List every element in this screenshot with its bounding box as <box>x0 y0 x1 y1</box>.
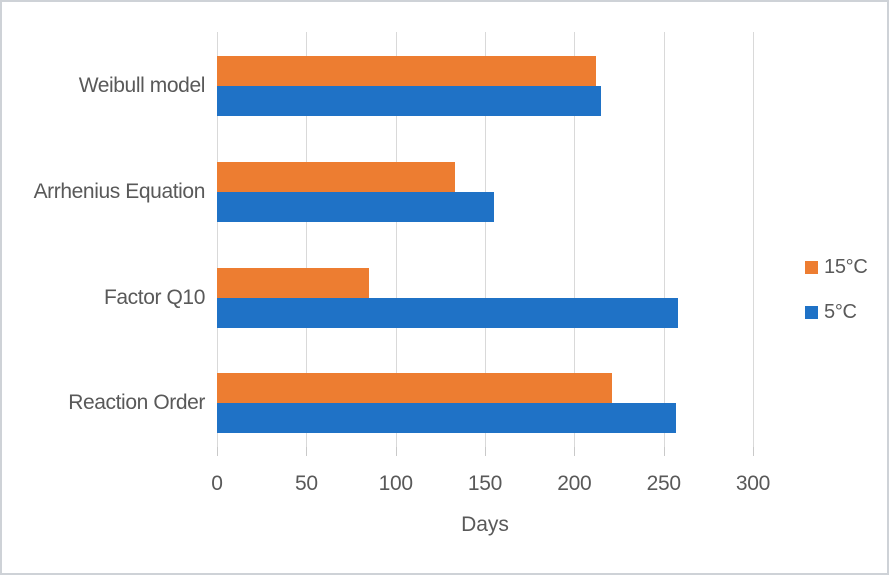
legend-entry: 15°C <box>805 254 868 280</box>
axis-tick <box>574 447 576 456</box>
gridline <box>395 32 397 447</box>
legend-label: 15°C <box>824 255 868 278</box>
value-axis-line <box>217 32 218 447</box>
bar-5°C-weibull-model <box>217 86 602 116</box>
legend-swatch-icon <box>805 260 818 274</box>
axis-tick <box>395 447 397 456</box>
gridline <box>574 32 576 447</box>
x-tick-label: 100 <box>378 472 413 495</box>
x-tick-label: 150 <box>467 472 503 495</box>
category-label: Arrhenius Equation <box>33 180 206 203</box>
x-axis-title: Days <box>461 513 509 536</box>
bar-5°C-arrhenius-equation <box>217 192 494 222</box>
gridline <box>485 32 486 447</box>
category-label: Reaction Order <box>68 391 205 414</box>
legend-label: 5°C <box>824 300 857 323</box>
axis-tick <box>753 447 754 456</box>
axis-tick <box>485 447 486 456</box>
bar-15°C-factor-q10 <box>217 268 369 298</box>
bar-15°C-arrhenius-equation <box>217 162 455 192</box>
bar-15°C-weibull-model <box>217 56 596 86</box>
x-tick-label: 200 <box>557 472 592 495</box>
bar-5°C-factor-q10 <box>217 298 678 328</box>
legend-swatch-icon <box>805 305 818 319</box>
category-label: Factor Q10 <box>103 286 205 309</box>
gridline <box>753 32 754 447</box>
legend: 15°C 5°C <box>805 254 868 344</box>
bar-15°C-reaction-order <box>217 373 612 403</box>
legend-entry: 5°C <box>805 299 868 325</box>
axis-tick <box>306 447 308 456</box>
x-tick-label: 300 <box>735 472 771 495</box>
gridline <box>663 32 665 447</box>
axis-tick <box>217 447 218 456</box>
axis-tick <box>663 447 665 456</box>
category-label: Weibull model <box>78 74 206 97</box>
x-tick-label: 50 <box>294 472 318 495</box>
bar-5°C-reaction-order <box>217 403 677 433</box>
gridline <box>306 32 308 447</box>
x-tick-label: 0 <box>211 472 223 495</box>
x-tick-label: 250 <box>646 472 681 495</box>
